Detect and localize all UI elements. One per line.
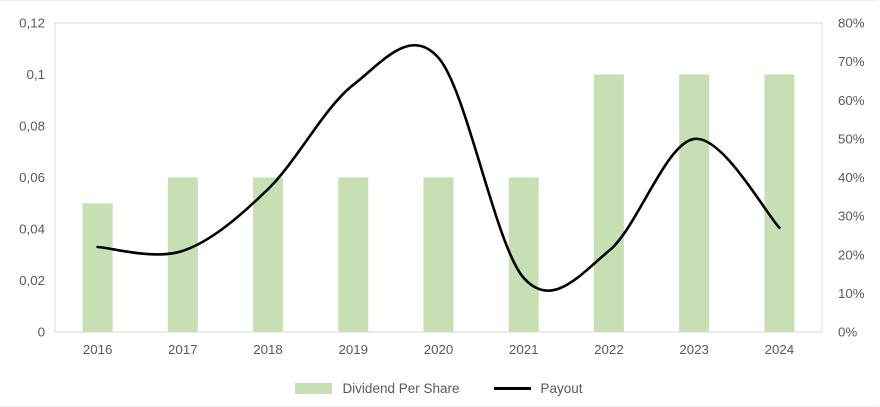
bar-2024 xyxy=(764,74,795,332)
bar-2021 xyxy=(508,177,539,332)
x-axis-tick: 2019 xyxy=(338,342,368,357)
plot-area: 0,12 0,1 0,08 0,06 0,04 0,02 0 80% 70% 60% 50% 40% 3… xyxy=(19,16,865,358)
bar-2020 xyxy=(423,177,454,332)
legend-bar-label: Dividend Per Share xyxy=(342,381,460,396)
legend-line-swatch-icon xyxy=(493,387,531,390)
x-axis-tick: 2018 xyxy=(253,342,283,357)
x-axis-tick: 2020 xyxy=(424,342,454,357)
legend-bar-swatch-icon xyxy=(295,383,333,394)
left-axis-tick: 0,1 xyxy=(27,67,46,82)
bar-2019 xyxy=(338,177,369,332)
legend-line-label: Payout xyxy=(540,381,583,396)
left-axis-tick: 0 xyxy=(38,325,45,340)
left-axis-tick: 0,04 xyxy=(19,222,45,237)
x-axis-tick: 2022 xyxy=(594,342,624,357)
legend: Dividend Per Share Payout xyxy=(0,381,878,396)
x-axis-tick: 2024 xyxy=(765,342,795,357)
x-axis-tick: 2017 xyxy=(168,342,198,357)
right-axis-tick: 20% xyxy=(838,247,865,262)
plot-border xyxy=(54,22,823,333)
left-axis-tick: 0,12 xyxy=(19,16,45,31)
right-axis-tick: 10% xyxy=(838,286,865,301)
bar-2018 xyxy=(253,177,284,332)
left-axis-tick: 0,08 xyxy=(19,119,45,134)
payout-line xyxy=(96,44,781,292)
x-axis-tick: 2021 xyxy=(509,342,539,357)
bar-2022 xyxy=(593,74,624,332)
right-axis-tick: 60% xyxy=(838,93,865,108)
right-axis-tick: 50% xyxy=(838,131,865,146)
right-axis-tick: 80% xyxy=(838,16,865,31)
right-axis-tick: 30% xyxy=(838,209,865,224)
right-axis-tick: 40% xyxy=(838,170,865,185)
x-axis-tick: 2023 xyxy=(679,342,709,357)
bar-2016 xyxy=(82,203,113,332)
left-axis-tick: 0,06 xyxy=(19,170,45,185)
left-axis-tick: 0,02 xyxy=(19,273,45,288)
bar-2023 xyxy=(679,74,710,332)
right-axis-tick: 0% xyxy=(838,325,857,340)
x-axis-tick: 2016 xyxy=(83,342,113,357)
right-axis-tick: 70% xyxy=(838,54,865,69)
